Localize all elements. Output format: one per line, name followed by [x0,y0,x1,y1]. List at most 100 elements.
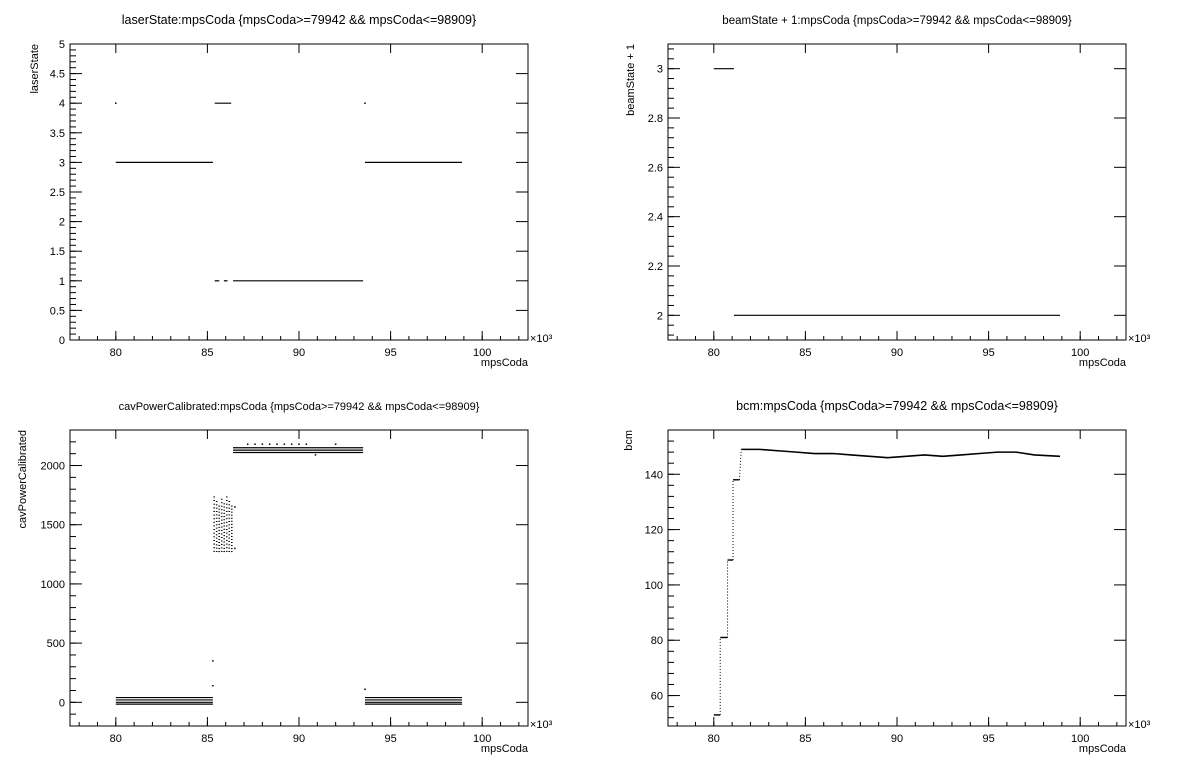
data-point [218,505,220,507]
y-tick-label: 3 [657,64,663,76]
data-point [268,443,271,445]
data-point [225,532,228,534]
data-point [225,496,228,498]
data-point [223,551,226,553]
data-point [228,547,231,549]
y-tick-label: 2000 [41,461,65,473]
x-tick-label: 100 [1071,347,1089,359]
data-point [230,508,233,510]
data-point [218,526,220,528]
data-point [220,502,223,504]
data-point [228,511,231,513]
y-tick-label: 2.2 [648,261,663,273]
x-axis-exponent: ×10³ [530,719,553,731]
data-point [223,506,226,508]
data-point [225,550,228,552]
x-tick-label: 85 [799,733,811,745]
x-tick-label: 85 [201,733,213,745]
data-point [212,660,214,662]
data-point [218,529,220,531]
data-point [225,500,228,502]
data-point [223,531,226,533]
y-tick-label: 0 [59,335,65,347]
data-point [230,542,233,544]
y-tick-label: 3.5 [50,128,65,140]
y-tick-label: 1000 [41,579,65,591]
data-point [215,511,218,513]
chart-title: beamState + 1:mpsCoda {mpsCoda>=79942 &&… [722,15,1072,27]
data-point [220,547,223,549]
data-point [215,524,218,526]
x-axis-exponent: ×10³ [530,333,553,345]
y-tick-label: 0 [59,697,65,709]
data-point [225,518,228,520]
y-tick-label: 500 [47,638,65,650]
data-point [230,523,233,525]
data-point [218,551,220,553]
x-tick-label: 90 [891,347,903,359]
data-point [218,542,220,544]
data-point [225,525,228,527]
data-point [218,514,220,516]
data-point [213,514,215,516]
data-point [223,512,226,514]
data-point [213,507,215,509]
data-point [225,521,228,523]
y-axis-label: cavPowerCalibrated [17,430,29,528]
data-point [213,521,215,523]
data-point [213,539,215,541]
data-point [246,443,249,445]
x-tick-label: 90 [891,733,903,745]
data-point [276,443,278,445]
x-tick-label: 95 [982,733,994,745]
plot-panel-cavpower: cavPowerCalibrated:mpsCoda {mpsCoda>=799… [17,401,553,755]
data-point [215,544,218,546]
x-tick-label: 80 [110,347,122,359]
data-point [215,527,218,529]
plot-panel-beamstate: beamState + 1:mpsCoda {mpsCoda>=79942 &&… [625,15,1151,369]
data-transition [738,449,742,480]
data-point [213,532,215,534]
data-point [223,525,226,527]
x-tick-label: 80 [110,733,122,745]
data-point [213,500,215,502]
data-point [220,512,223,514]
plot-panel-bcm: bcm:mpsCoda {mpsCoda>=79942 && mpsCoda<=… [623,399,1151,755]
x-tick-label: 95 [982,347,994,359]
data-point [298,443,300,445]
x-tick-label: 90 [293,347,305,359]
data-point [230,517,233,519]
data-line [741,448,1061,459]
data-point [314,454,317,456]
data-point [225,543,228,545]
y-axis-label: laserState [29,44,41,94]
data-point [334,443,337,445]
y-tick-label: 2.4 [648,212,663,224]
data-point [228,537,231,539]
data-point [364,102,366,104]
data-point [220,530,223,532]
data-point [215,517,218,519]
data-point [218,548,220,550]
data-point [215,507,218,509]
data-point [230,520,233,522]
data-point [228,550,231,552]
data-point [364,688,366,691]
data-point [230,535,233,537]
data-point [218,532,220,534]
data-point [228,521,231,523]
data-point [220,540,223,542]
data-point [220,523,223,525]
data-point [218,538,220,540]
data-point [230,526,233,528]
data-point [220,536,223,538]
data-point [220,498,223,500]
data-point [225,529,228,531]
x-axis-exponent: ×10³ [1128,333,1151,345]
data-point [223,503,226,505]
data-point [225,514,228,516]
x-axis-label: mpsCoda [481,743,529,755]
y-tick-label: 5 [59,39,65,51]
x-axis-label: mpsCoda [1079,743,1127,755]
x-tick-label: 100 [473,347,491,359]
